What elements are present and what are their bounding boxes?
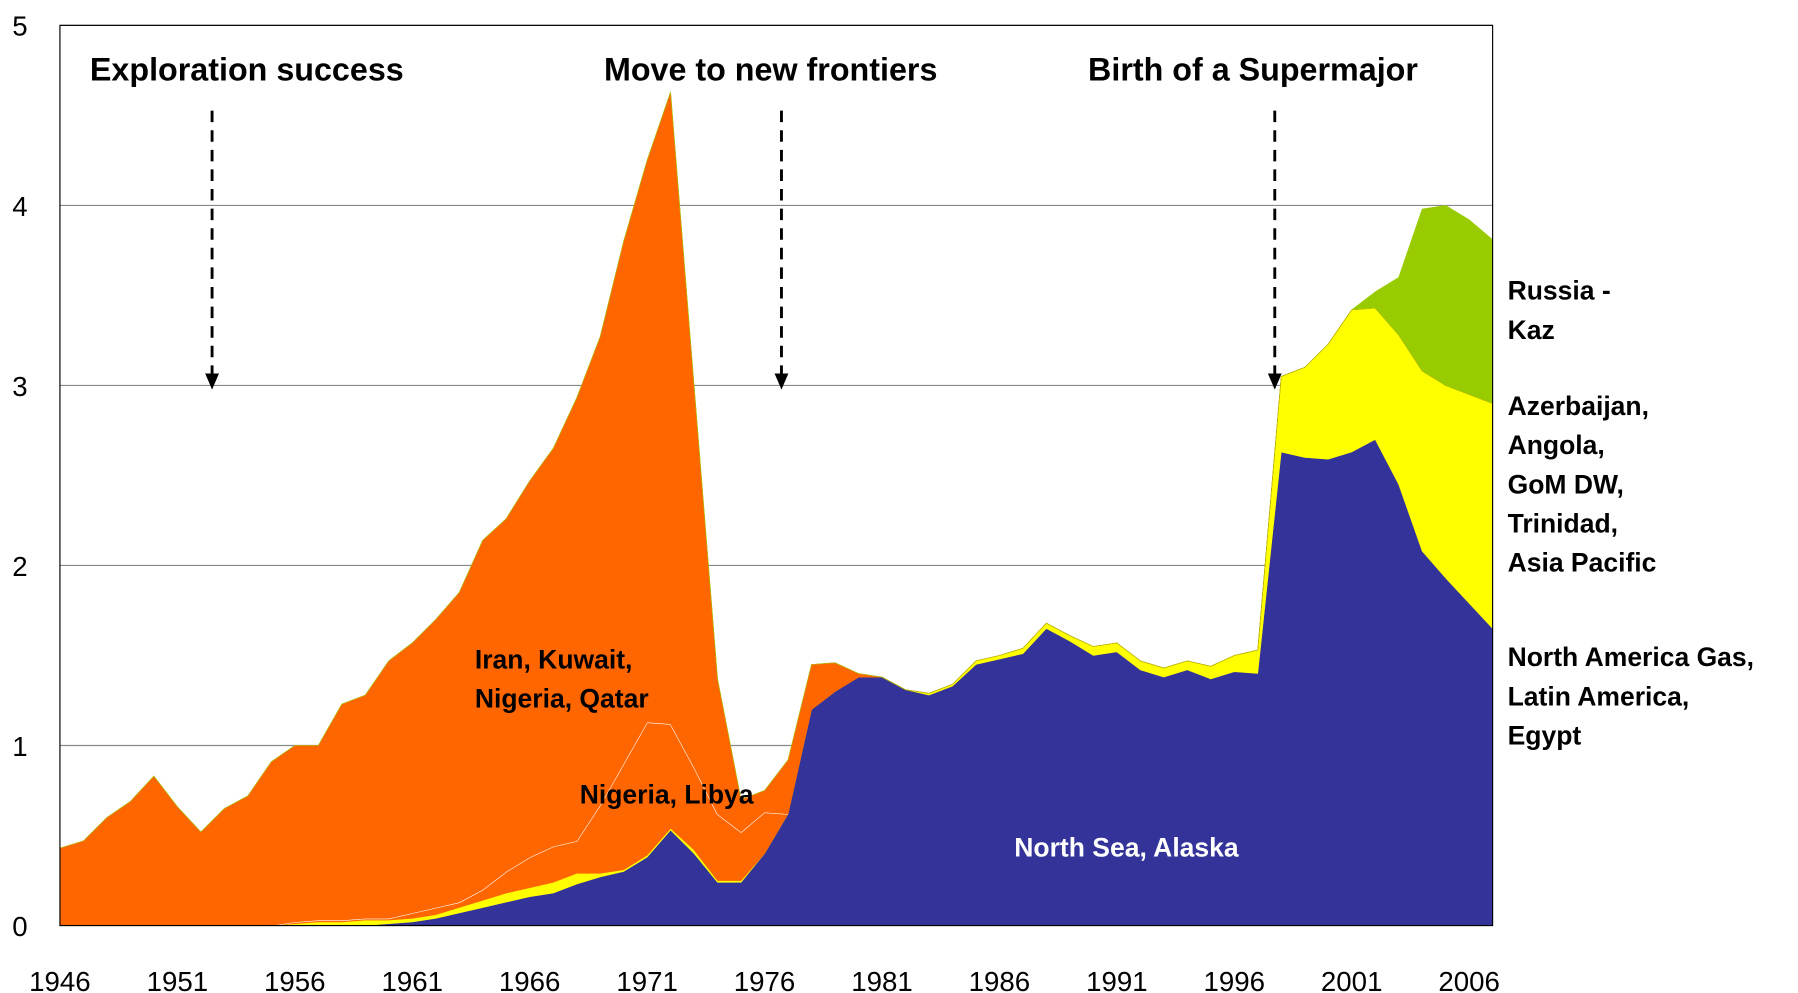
- area-label: North Sea, Alaska: [1014, 832, 1239, 862]
- x-tick-label: 1946: [29, 966, 91, 993]
- x-tick-label: 1981: [851, 966, 913, 993]
- x-tick-label: 2006: [1438, 966, 1500, 993]
- x-tick-label: 1971: [616, 966, 678, 993]
- arrow-head: [1267, 373, 1282, 390]
- x-tick-label: 2001: [1321, 966, 1383, 993]
- area-label: Latin America,: [1508, 681, 1690, 711]
- phase-label: Move to new frontiers: [604, 52, 937, 88]
- y-tick-label: 1: [12, 731, 27, 762]
- area-label: Azerbaijan,: [1508, 391, 1649, 421]
- plot-border: [59, 24, 1494, 927]
- x-tick-label: 1996: [1203, 966, 1265, 993]
- area-label: Iran, Kuwait,: [475, 645, 633, 675]
- x-tick-label: 1976: [734, 966, 796, 993]
- area-label: GoM DW,: [1508, 469, 1624, 499]
- y-tick-label: 5: [12, 11, 27, 42]
- y-tick-label: 3: [12, 371, 27, 402]
- phase-label: Birth of a Supermajor: [1088, 52, 1418, 88]
- plot-group: 0 1 2 3 4 5 1946 1951 1956 1961 1966 1971 1976 1981 19…: [12, 11, 1754, 993]
- area-label: Asia Pacific: [1508, 548, 1657, 578]
- area-label: Angola,: [1508, 430, 1605, 460]
- x-tick-label: 1986: [969, 966, 1031, 993]
- area-label: North America Gas,: [1508, 642, 1754, 672]
- arrow-head: [774, 373, 789, 390]
- area-label: Nigeria, Libya: [580, 779, 754, 809]
- x-tick-label: 1991: [1086, 966, 1148, 993]
- x-tick-label: 1961: [381, 966, 443, 993]
- x-tick-label: 1951: [147, 966, 209, 993]
- area-label: Russia -: [1508, 276, 1611, 306]
- area-label: Nigeria, Qatar: [475, 684, 649, 714]
- area-label: Kaz: [1508, 315, 1555, 345]
- arrow-head: [205, 373, 219, 390]
- phase-label: Exploration success: [90, 52, 404, 88]
- x-tick-label: 1966: [499, 966, 561, 993]
- area-label: Egypt: [1508, 721, 1582, 751]
- y-tick-label: 4: [12, 191, 27, 222]
- y-tick-label: 0: [12, 911, 27, 942]
- area-label: Trinidad,: [1508, 509, 1618, 539]
- x-tick-label: 1956: [264, 966, 326, 993]
- y-tick-label: 2: [12, 551, 27, 582]
